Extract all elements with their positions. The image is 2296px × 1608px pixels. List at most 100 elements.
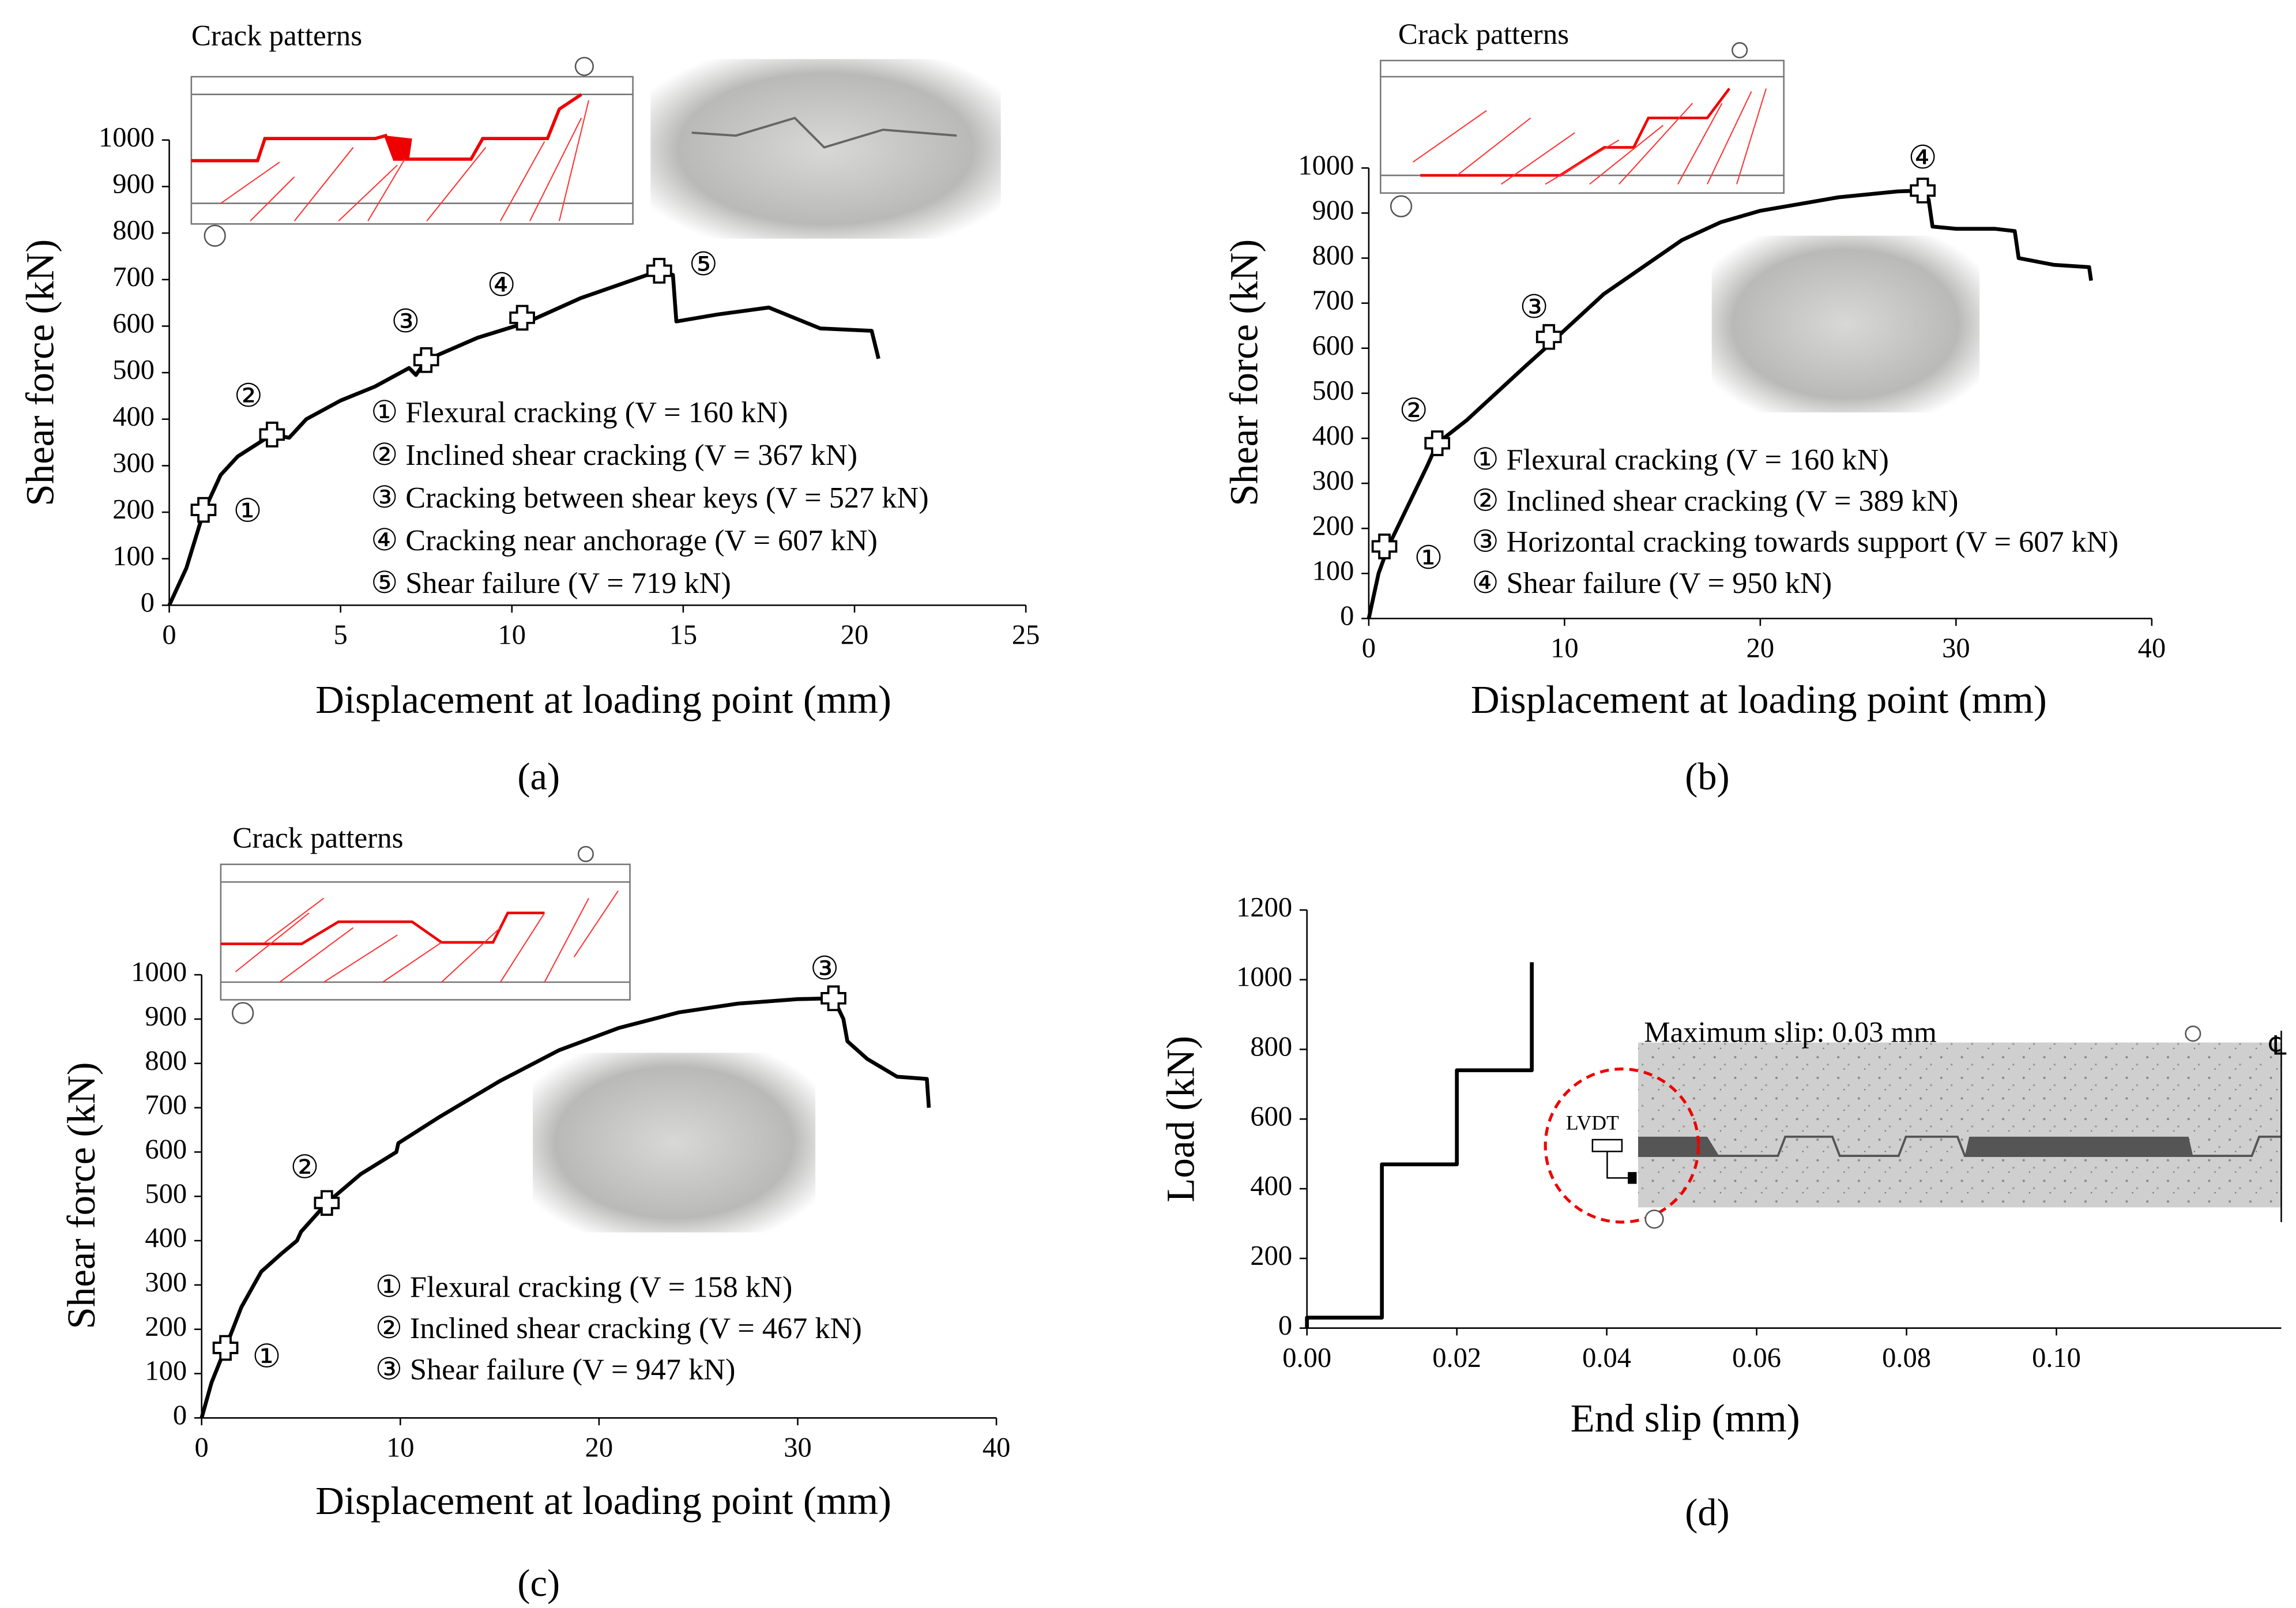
x-axis-label: Displacement at loading point (mm): [315, 1479, 891, 1523]
event-marker: [314, 1190, 340, 1216]
x-axis-label: End slip (mm): [1571, 1396, 1800, 1440]
shear-keys: [1638, 1135, 2282, 1157]
lvdt-circle: [1544, 1067, 1700, 1224]
legend-text: ① Flexural cracking (V = 160 kN): [1472, 443, 1889, 476]
y-tick-label: 200: [1250, 1241, 1292, 1271]
event-marker: [820, 985, 846, 1012]
legend-text: ② Inclined shear cracking (V = 389 kN): [1472, 484, 1959, 517]
legend-text: ② Inclined shear cracking (V = 367 kN): [371, 438, 857, 472]
support: [204, 224, 226, 247]
x-tick-label: 10: [386, 1433, 414, 1463]
x-tick-label: 30: [1942, 633, 1970, 664]
event-marker: [259, 422, 285, 448]
annotation: LVDT: [1566, 1111, 1619, 1134]
inset-title: Crack patterns: [1398, 18, 1569, 51]
event-label: ②: [234, 378, 263, 414]
x-tick-label: 0.08: [1882, 1343, 1931, 1373]
y-tick-label: 500: [1312, 375, 1354, 406]
panel-label: (d): [1685, 1492, 1729, 1534]
y-tick-label: 600: [112, 309, 155, 339]
y-tick-label: 0: [173, 1400, 187, 1431]
y-tick-label: 200: [112, 494, 155, 525]
event-label: ③: [1520, 290, 1549, 325]
event-marker: [646, 258, 672, 284]
event-marker: [1371, 534, 1398, 559]
x-tick-label: 15: [669, 620, 697, 651]
y-tick-label: 800: [1312, 241, 1354, 271]
photo-detail: [691, 117, 957, 149]
y-tick-label: 400: [112, 401, 155, 432]
event-label: ④: [1908, 140, 1937, 176]
crack: [235, 891, 619, 983]
y-tick-label: 800: [112, 215, 155, 246]
x-tick-label: 20: [585, 1433, 613, 1463]
event-marker: [509, 305, 535, 331]
x-tick-label: 10: [1550, 633, 1578, 664]
legend-text: ① Flexural cracking (V = 160 kN): [371, 396, 788, 429]
y-tick-label: 600: [1250, 1101, 1292, 1132]
y-tick-label: 500: [112, 355, 155, 385]
x-tick-label: 0: [195, 1433, 209, 1463]
event-marker: [190, 497, 217, 523]
x-tick-label: 30: [784, 1433, 811, 1463]
x-tick-label: 40: [983, 1433, 1010, 1463]
photo: [650, 59, 1001, 239]
y-tick-label: 1000: [1236, 962, 1292, 993]
legend-text: ④ Cracking near anchorage (V = 607 kN): [371, 524, 878, 557]
support: [577, 846, 594, 862]
y-tick-label: 700: [145, 1090, 187, 1121]
x-tick-label: 0.10: [2032, 1343, 2081, 1373]
event-label: ②: [1399, 393, 1428, 429]
x-tick-label: 0.00: [1282, 1343, 1331, 1373]
support: [232, 1002, 254, 1024]
event-label: ③: [391, 304, 420, 340]
x-tick-label: 20: [1747, 633, 1774, 664]
curve: [200, 996, 931, 1419]
y-tick-label: 400: [1312, 420, 1354, 451]
y-tick-label: 800: [1250, 1032, 1292, 1062]
y-tick-label: 400: [145, 1223, 187, 1253]
event-label: ①: [233, 494, 262, 529]
event-label: ①: [252, 1339, 281, 1374]
legend-text: ④ Shear failure (V = 950 kN): [1472, 566, 1832, 600]
y-tick-label: 800: [145, 1046, 187, 1076]
panel-label: (c): [517, 1562, 560, 1605]
support: [1644, 1209, 1664, 1229]
y-tick-label: 300: [1312, 465, 1354, 496]
y-axis-label: Shear force (kN): [1222, 239, 1266, 506]
annotation: ℄: [2269, 1031, 2287, 1060]
y-tick-label: 0: [1278, 1310, 1292, 1341]
x-tick-label: 5: [334, 620, 348, 651]
crack: [220, 911, 545, 945]
y-tick-label: 700: [1312, 285, 1354, 316]
y-tick-label: 600: [145, 1134, 187, 1165]
y-tick-label: 100: [112, 541, 155, 572]
y-tick-label: 900: [1312, 196, 1354, 226]
event-label: ③: [810, 951, 839, 987]
y-tick-label: 0: [141, 588, 155, 618]
crack-diagram: [190, 76, 634, 225]
event-label: ①: [1414, 540, 1443, 576]
y-axis-label: Shear force (kN): [18, 239, 62, 506]
legend-text: ⑤ Shear failure (V = 719 kN): [371, 566, 731, 600]
inset-title: Crack patterns: [232, 822, 403, 855]
x-axis-label: Displacement at loading point (mm): [1471, 678, 2047, 722]
y-tick-label: 700: [112, 262, 155, 292]
x-tick-label: 20: [841, 620, 868, 651]
photo: [533, 1053, 816, 1233]
x-tick-label: 0.02: [1432, 1343, 1481, 1373]
support: [1390, 195, 1413, 217]
annotation: Maximum slip: 0.03 mm: [1644, 1016, 1937, 1049]
event-label: ②: [290, 1150, 319, 1186]
lvdt-target: [1628, 1172, 1637, 1184]
x-tick-label: 10: [498, 620, 526, 651]
legend-text: ③ Cracking between shear keys (V = 527 k…: [371, 481, 928, 514]
legend-text: ③ Horizontal cracking towards support (V…: [1472, 525, 2118, 559]
y-axis-label: Shear force (kN): [59, 1062, 103, 1329]
y-tick-label: 1000: [99, 122, 155, 153]
y-tick-label: 1200: [1236, 892, 1292, 923]
y-tick-label: 100: [145, 1356, 187, 1387]
inset-title: Crack patterns: [191, 20, 362, 52]
y-tick-label: 900: [145, 1001, 187, 1032]
x-tick-label: 0: [1362, 633, 1376, 664]
